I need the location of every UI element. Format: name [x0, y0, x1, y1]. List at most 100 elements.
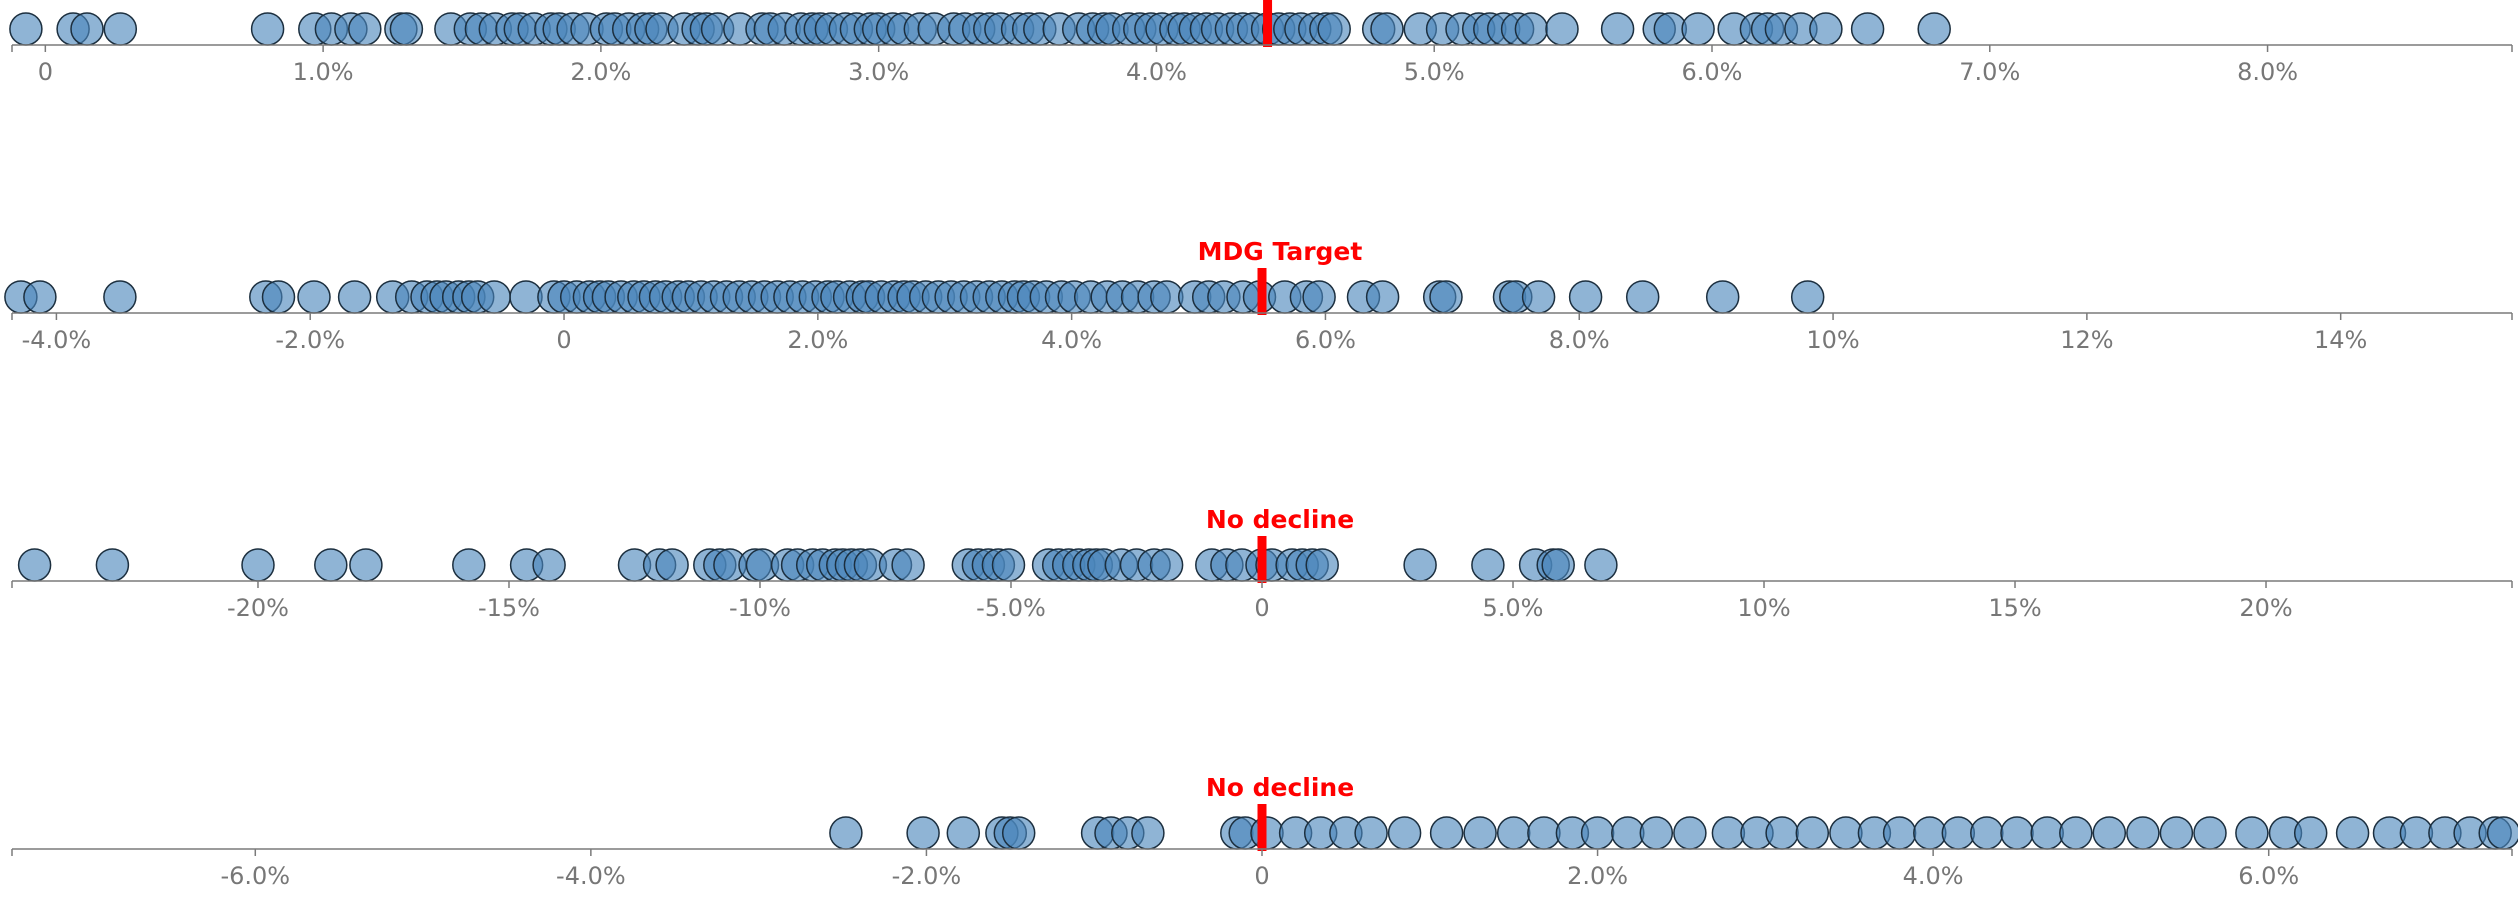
tick-label: 4.0%: [1041, 326, 1102, 354]
tick-label: 0: [1254, 594, 1269, 622]
data-point: [2399, 816, 2434, 850]
data-point: [2335, 816, 2370, 850]
tick-label: 7.0%: [1959, 58, 2020, 86]
tick-label: 8.0%: [1549, 326, 1610, 354]
data-point: [1354, 816, 1388, 850]
data-point: [1625, 280, 1660, 314]
data-point: [2126, 816, 2160, 850]
data-point: [2159, 816, 2194, 850]
data-point: [1882, 816, 1917, 850]
data-point: [1673, 816, 1707, 850]
tick-label: -20%: [227, 594, 289, 622]
tick-label: 2.0%: [787, 326, 848, 354]
data-point: [1809, 12, 1843, 46]
data-point: [1611, 816, 1645, 850]
strip-plot-4: No decline -6.0% -4.0% -2.0% 0 2.0% 4.0% 6.0%: [11, 773, 2518, 890]
data-point: [1600, 12, 1635, 46]
data-point: [891, 548, 925, 582]
data-point: [991, 548, 1026, 582]
data-point: [655, 548, 689, 582]
tick-label: 6.0%: [1682, 58, 1743, 86]
tick-label: 3.0%: [848, 58, 909, 86]
tick-label: 1.0%: [293, 58, 354, 86]
data-point: [1403, 548, 1437, 582]
data-point: [532, 548, 566, 582]
data-point: [1765, 816, 1799, 850]
data-point: [103, 12, 138, 46]
tick-label: 14%: [2314, 326, 2367, 354]
data-point: [1541, 548, 1575, 582]
data-point: [1429, 280, 1463, 314]
data-point: [9, 12, 43, 46]
data-point: [1302, 280, 1336, 314]
dots-layer: [17, 548, 1618, 582]
data-point: [906, 816, 940, 850]
data-point: [349, 548, 383, 582]
data-point: [1463, 816, 1497, 850]
data-point: [1250, 816, 1284, 850]
tick-label: 5.0%: [1404, 58, 1465, 86]
data-point: [1305, 548, 1339, 582]
tick-label: 0: [1254, 862, 1269, 890]
data-point: [452, 548, 486, 582]
data-point: [1711, 816, 1746, 850]
dots-layer: [9, 12, 1951, 46]
data-point: [17, 548, 52, 582]
data-point: [1941, 816, 1976, 850]
data-point: [1913, 816, 1947, 850]
data-point: [1917, 12, 1951, 46]
dots-layer: [829, 816, 2518, 850]
data-point: [297, 280, 331, 314]
data-point: [1149, 548, 1184, 582]
data-point: [1584, 548, 1618, 582]
strip-plot-2: MDG Target -4.0% -2.0% 0 2.0% 4.0% 6.0% 8.0% 10…: [4, 237, 2513, 354]
target-label: No decline: [1206, 773, 1354, 802]
data-point: [2092, 816, 2127, 850]
data-point: [314, 548, 348, 582]
data-point: [1317, 12, 1351, 46]
data-point: [1429, 816, 1464, 850]
tick-label: -4.0%: [556, 862, 626, 890]
axis-ticks: -6.0% -4.0% -2.0% 0 2.0% 4.0% 6.0%: [11, 849, 2513, 890]
target-label: No decline: [1206, 505, 1354, 534]
data-point: [70, 12, 104, 46]
dots-layer: [4, 280, 1825, 314]
data-point: [95, 548, 130, 582]
data-point: [1387, 816, 1422, 850]
tick-label: 2.0%: [1567, 862, 1628, 890]
data-point: [1365, 280, 1400, 314]
data-point: [2486, 816, 2518, 850]
tick-label: 0: [38, 58, 53, 86]
tick-label: 8.0%: [2237, 58, 2298, 86]
tick-label: -5.0%: [976, 594, 1046, 622]
data-point: [1568, 280, 1603, 314]
tick-label: -4.0%: [22, 326, 92, 354]
tick-label: -15%: [478, 594, 540, 622]
data-point: [1527, 816, 1561, 850]
data-point: [348, 12, 382, 46]
data-point: [389, 12, 424, 46]
tick-label: 0: [556, 326, 571, 354]
strip-plot-3: No decline -20% -15% -10% -5.0% 0 5.0% 10% 15% 2…: [11, 505, 2513, 622]
data-point: [23, 280, 57, 314]
data-point: [1496, 816, 1531, 850]
data-point: [1970, 816, 2004, 850]
tick-label: 10%: [1737, 594, 1790, 622]
axis-ticks: 0 1.0% 2.0% 3.0% 4.0% 5.0% 6.0% 7.0% 8.0%: [11, 45, 2513, 86]
data-point: [1790, 280, 1825, 314]
data-point: [2059, 816, 2093, 850]
tick-label: 4.0%: [1126, 58, 1187, 86]
tick-label: 15%: [1988, 594, 2041, 622]
data-point: [477, 280, 511, 314]
data-point: [1545, 12, 1579, 46]
tick-label: -6.0%: [220, 862, 290, 890]
data-point: [1521, 280, 1556, 314]
tick-label: 12%: [2060, 326, 2113, 354]
strip-plot-1: 0 1.0% 2.0% 3.0% 4.0% 5.0% 6.0% 7.0% 8.0%: [9, 0, 2513, 86]
tick-label: 2.0%: [570, 58, 631, 86]
data-point: [2000, 816, 2034, 850]
data-point: [1795, 816, 1830, 850]
data-point: [1705, 280, 1740, 314]
data-point: [829, 816, 863, 850]
data-point: [261, 280, 296, 314]
